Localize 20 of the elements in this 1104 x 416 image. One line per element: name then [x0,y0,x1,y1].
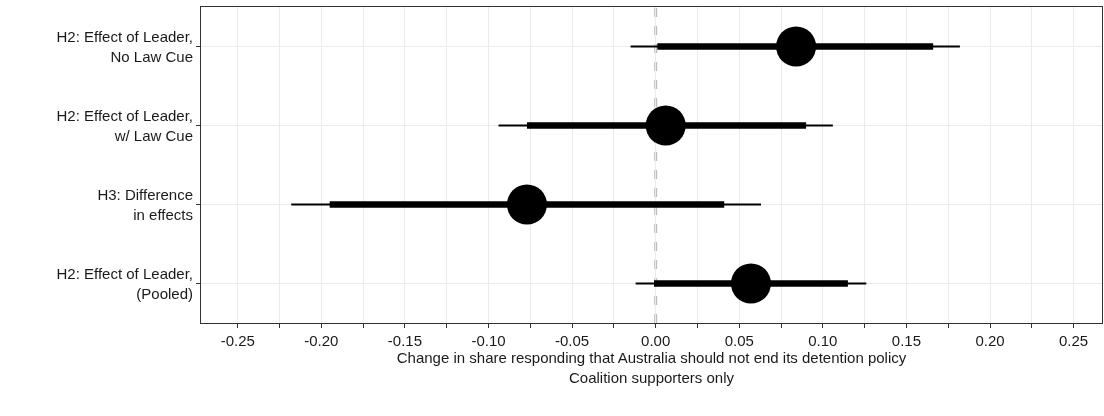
x-tick-label: -0.10 [471,332,506,349]
x-tick-label: 0.05 [724,332,754,349]
point [776,26,817,67]
point [730,263,771,304]
y-tick-label: H2: Effect of Leader, No Law Cue [56,28,193,65]
x-tick-label: -0.05 [555,332,590,349]
x-axis-title: Change in share responding that Australia should not end its detention policy Coalition supporters only [396,349,907,386]
x-tick-label: -0.20 [304,332,339,349]
x-tick-label: -0.25 [220,332,255,349]
x-tick-label: 0.10 [808,332,838,349]
x-tick-label: 0.15 [891,332,922,349]
y-tick-label: H3: Difference in effects [97,186,193,223]
x-tick-label: 0.00 [641,332,671,349]
point [645,105,686,146]
point [506,184,547,225]
y-tick-label: H2: Effect of Leader, (Pooled) [56,265,193,302]
x-tick-label: 0.20 [975,332,1005,349]
x-tick-label: 0.25 [1058,332,1089,349]
y-tick-label: H2: Effect of Leader, w/ Law Cue [56,107,193,144]
x-tick-label: -0.15 [387,332,423,349]
